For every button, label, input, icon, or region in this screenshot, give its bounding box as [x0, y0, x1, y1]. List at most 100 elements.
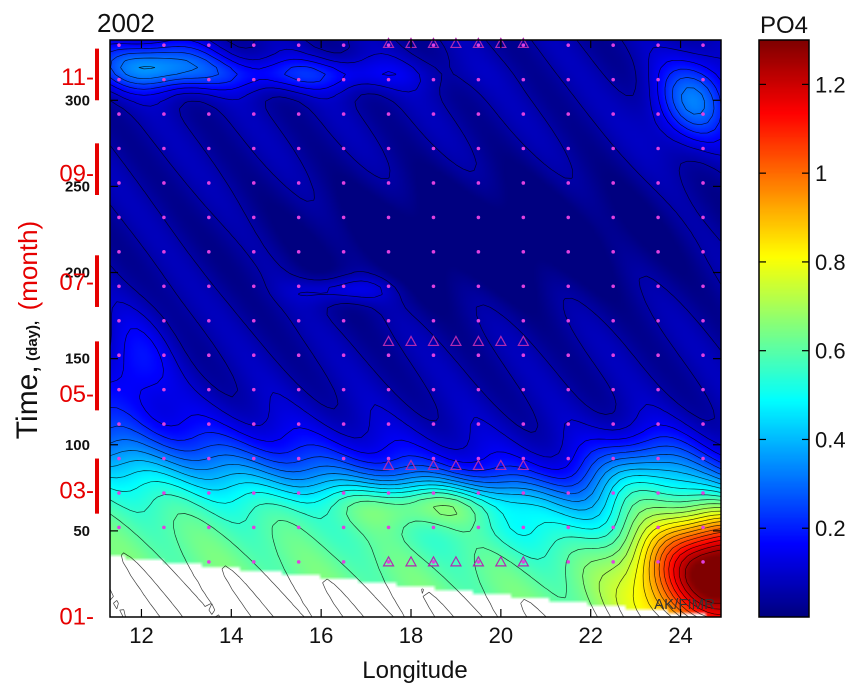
sample-dot: [296, 491, 301, 495]
sample-dot: [341, 318, 346, 323]
sample-dot: [656, 250, 660, 254]
contour-line: [110, 46, 721, 479]
sample-dot: [656, 318, 660, 323]
day-tick-label: 300: [65, 92, 90, 109]
x-axis-title: Longitude: [362, 657, 467, 684]
sample-dot: [207, 318, 211, 323]
contour-line: [663, 532, 721, 617]
sample-dot: [341, 250, 346, 254]
sample-dot: [207, 284, 211, 289]
triangle-marker: [494, 335, 507, 347]
triangle-marker: [472, 555, 485, 567]
sample-dot: [207, 422, 211, 426]
sample-dot: [386, 181, 391, 185]
sample-dot: [386, 250, 391, 254]
sample-dot: [611, 146, 615, 151]
sample-dot: [341, 387, 346, 392]
sample-dot: [251, 387, 256, 392]
sample-dot: [476, 318, 481, 323]
sample-dot: [656, 353, 660, 357]
sample-dot: [656, 181, 660, 185]
triangle-marker: [427, 335, 440, 347]
triangle-marker: [449, 335, 462, 347]
contour-line: [110, 497, 721, 617]
sample-dot: [656, 43, 660, 47]
month-tick-label: 05-: [59, 381, 94, 408]
sample-dot: [431, 387, 436, 392]
sample-dot: [566, 181, 571, 185]
sample-dot: [386, 560, 391, 564]
sample-dot: [611, 560, 615, 564]
colorbar-tick-label: 1.2: [815, 72, 846, 97]
sample-dot: [476, 215, 481, 220]
triangle-marker: [494, 555, 507, 567]
day-tick-label: 250: [65, 178, 90, 195]
sample-dot: [656, 77, 660, 82]
sample-dot: [701, 387, 705, 392]
sample-dot: [162, 422, 166, 426]
sample-dot: [251, 456, 256, 461]
sample-dot: [611, 318, 615, 323]
sample-dot: [251, 181, 256, 185]
sample-dot: [251, 43, 256, 47]
sample-dot: [207, 77, 211, 82]
sample-dot: [566, 387, 571, 392]
x-tick-label: 12: [129, 623, 153, 648]
sample-dot: [701, 43, 705, 47]
day-tick-label: 100: [65, 437, 90, 454]
sample-dot: [566, 215, 571, 220]
credit-annotation: AK/FIMR: [654, 596, 715, 613]
sample-dot: [162, 525, 166, 530]
sample-dot: [251, 353, 256, 357]
colorbar-frame: [758, 39, 810, 618]
sample-dot: [701, 525, 705, 530]
day-tick-label: 50: [73, 523, 90, 540]
sample-dot: [251, 560, 256, 564]
sample-dot: [521, 491, 526, 495]
sample-dot: [611, 353, 615, 357]
sample-dot: [476, 250, 481, 254]
month-tick-label: 09-: [59, 161, 94, 188]
sample-dot: [386, 525, 391, 530]
triangle-marker: [382, 37, 395, 49]
sample-dot: [251, 112, 256, 116]
sample-dot: [701, 112, 705, 116]
triangle-marker: [404, 555, 418, 567]
sample-dot: [521, 77, 526, 82]
colorbar-gradient: [759, 40, 809, 617]
sample-dot: [431, 525, 436, 530]
sample-dot: [701, 77, 705, 82]
sample-dot: [251, 318, 256, 323]
contour-line: [110, 460, 721, 511]
sample-dot: [701, 250, 705, 254]
colorbar-tick-label: 0.6: [815, 339, 846, 364]
sample-dot: [701, 456, 705, 461]
sample-dot: [656, 215, 660, 220]
sample-dot: [431, 560, 436, 564]
sample-dot: [341, 525, 346, 530]
contour-line: [110, 40, 721, 458]
sample-dot: [117, 77, 121, 82]
triangle-marker: [472, 459, 485, 471]
contour-line: [120, 503, 721, 617]
sample-dot: [566, 560, 571, 564]
y-axis-title-main: Time,: [11, 365, 44, 439]
colorbar-label: PO4: [760, 12, 808, 39]
contour-lines: [110, 40, 721, 617]
sample-dot: [521, 525, 526, 530]
sample-dot: [117, 146, 121, 151]
sample-dot: [566, 112, 571, 116]
sample-dot: [296, 387, 301, 392]
triangle-marker: [472, 37, 485, 49]
sample-dot: [207, 181, 211, 185]
triangle-marker: [449, 37, 462, 49]
sample-dot: [207, 525, 211, 530]
contour-line: [632, 514, 721, 617]
sample-dot: [251, 422, 256, 426]
triangle-marker: [427, 555, 440, 567]
sample-dot: [431, 77, 436, 82]
colorbar-tick-label: 1: [815, 161, 827, 186]
sample-dot: [431, 284, 436, 289]
x-tick-label: 20: [489, 623, 513, 648]
sample-dot: [251, 77, 256, 82]
